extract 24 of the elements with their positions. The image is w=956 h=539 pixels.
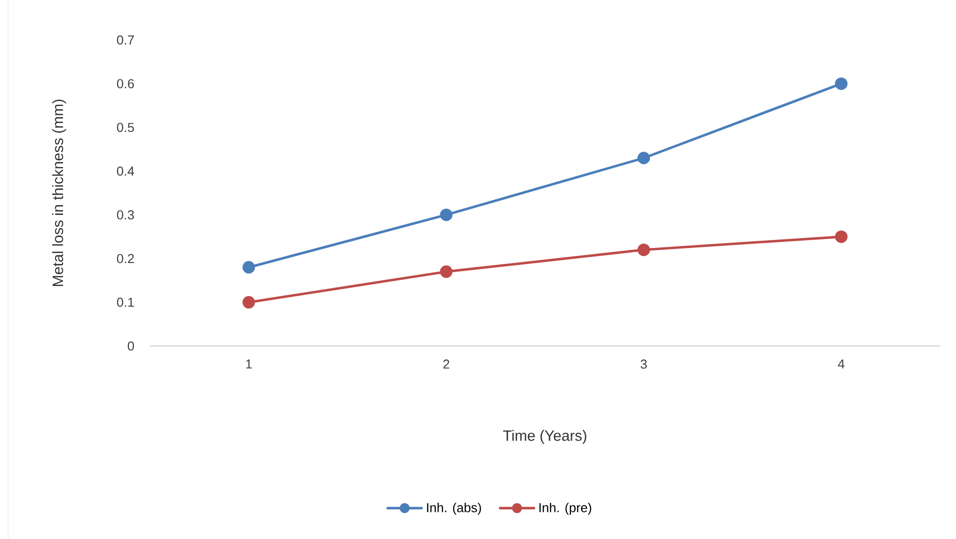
legend-label: Inh. (abs) — [427, 502, 481, 515]
point — [835, 77, 848, 90]
y-axis-title: Metal loss in thickness (mm) — [52, 100, 66, 286]
x-axis-title: Time (Years) — [503, 430, 586, 444]
y-tick-label: 0.4 — [116, 166, 134, 176]
point — [638, 152, 650, 164]
point — [835, 230, 848, 243]
x-tick-label: 1 — [246, 360, 252, 368]
y-tick-label: 0.6 — [116, 79, 134, 88]
x-tick-label: 4 — [838, 360, 844, 368]
y-tick-label: 0.7 — [116, 35, 134, 45]
x-tick-label: 3 — [640, 360, 647, 369]
point — [242, 296, 256, 309]
y-tick-label: 0.2 — [116, 254, 134, 264]
y-tick-label: 0.5 — [116, 122, 134, 132]
point — [638, 244, 650, 256]
point — [242, 261, 256, 274]
y-tick-label: 0 — [128, 341, 134, 351]
legend-label: Inh. (pre) — [539, 502, 592, 515]
x-tick-label: 2 — [443, 360, 450, 369]
point — [440, 265, 453, 278]
y-tick-label: 0.1 — [116, 298, 134, 307]
point — [440, 208, 453, 222]
y-tick-label: 0.3 — [116, 210, 134, 220]
